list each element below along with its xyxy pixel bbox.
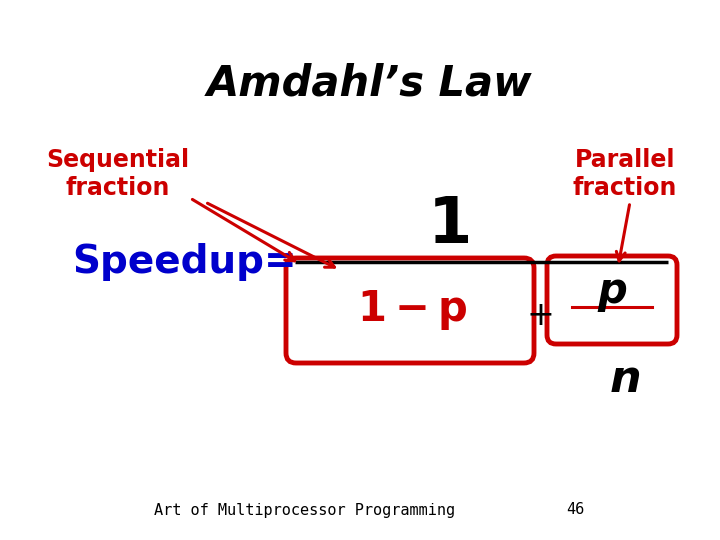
Text: p: p bbox=[597, 270, 627, 312]
FancyBboxPatch shape bbox=[547, 256, 677, 344]
Text: Parallel
fraction: Parallel fraction bbox=[573, 148, 678, 200]
Text: $\mathbf{1-p}$: $\mathbf{1-p}$ bbox=[357, 288, 467, 333]
Text: Amdahl’s Law: Amdahl’s Law bbox=[207, 62, 533, 104]
Text: 46: 46 bbox=[566, 503, 584, 517]
Text: n: n bbox=[609, 359, 641, 402]
Text: Art of Multiprocessor Programming: Art of Multiprocessor Programming bbox=[154, 503, 456, 517]
Text: Sequential
fraction: Sequential fraction bbox=[46, 148, 189, 200]
Text: 1: 1 bbox=[428, 194, 472, 256]
Text: Speedup=: Speedup= bbox=[72, 243, 297, 281]
FancyBboxPatch shape bbox=[286, 258, 534, 363]
Text: +: + bbox=[526, 299, 554, 332]
